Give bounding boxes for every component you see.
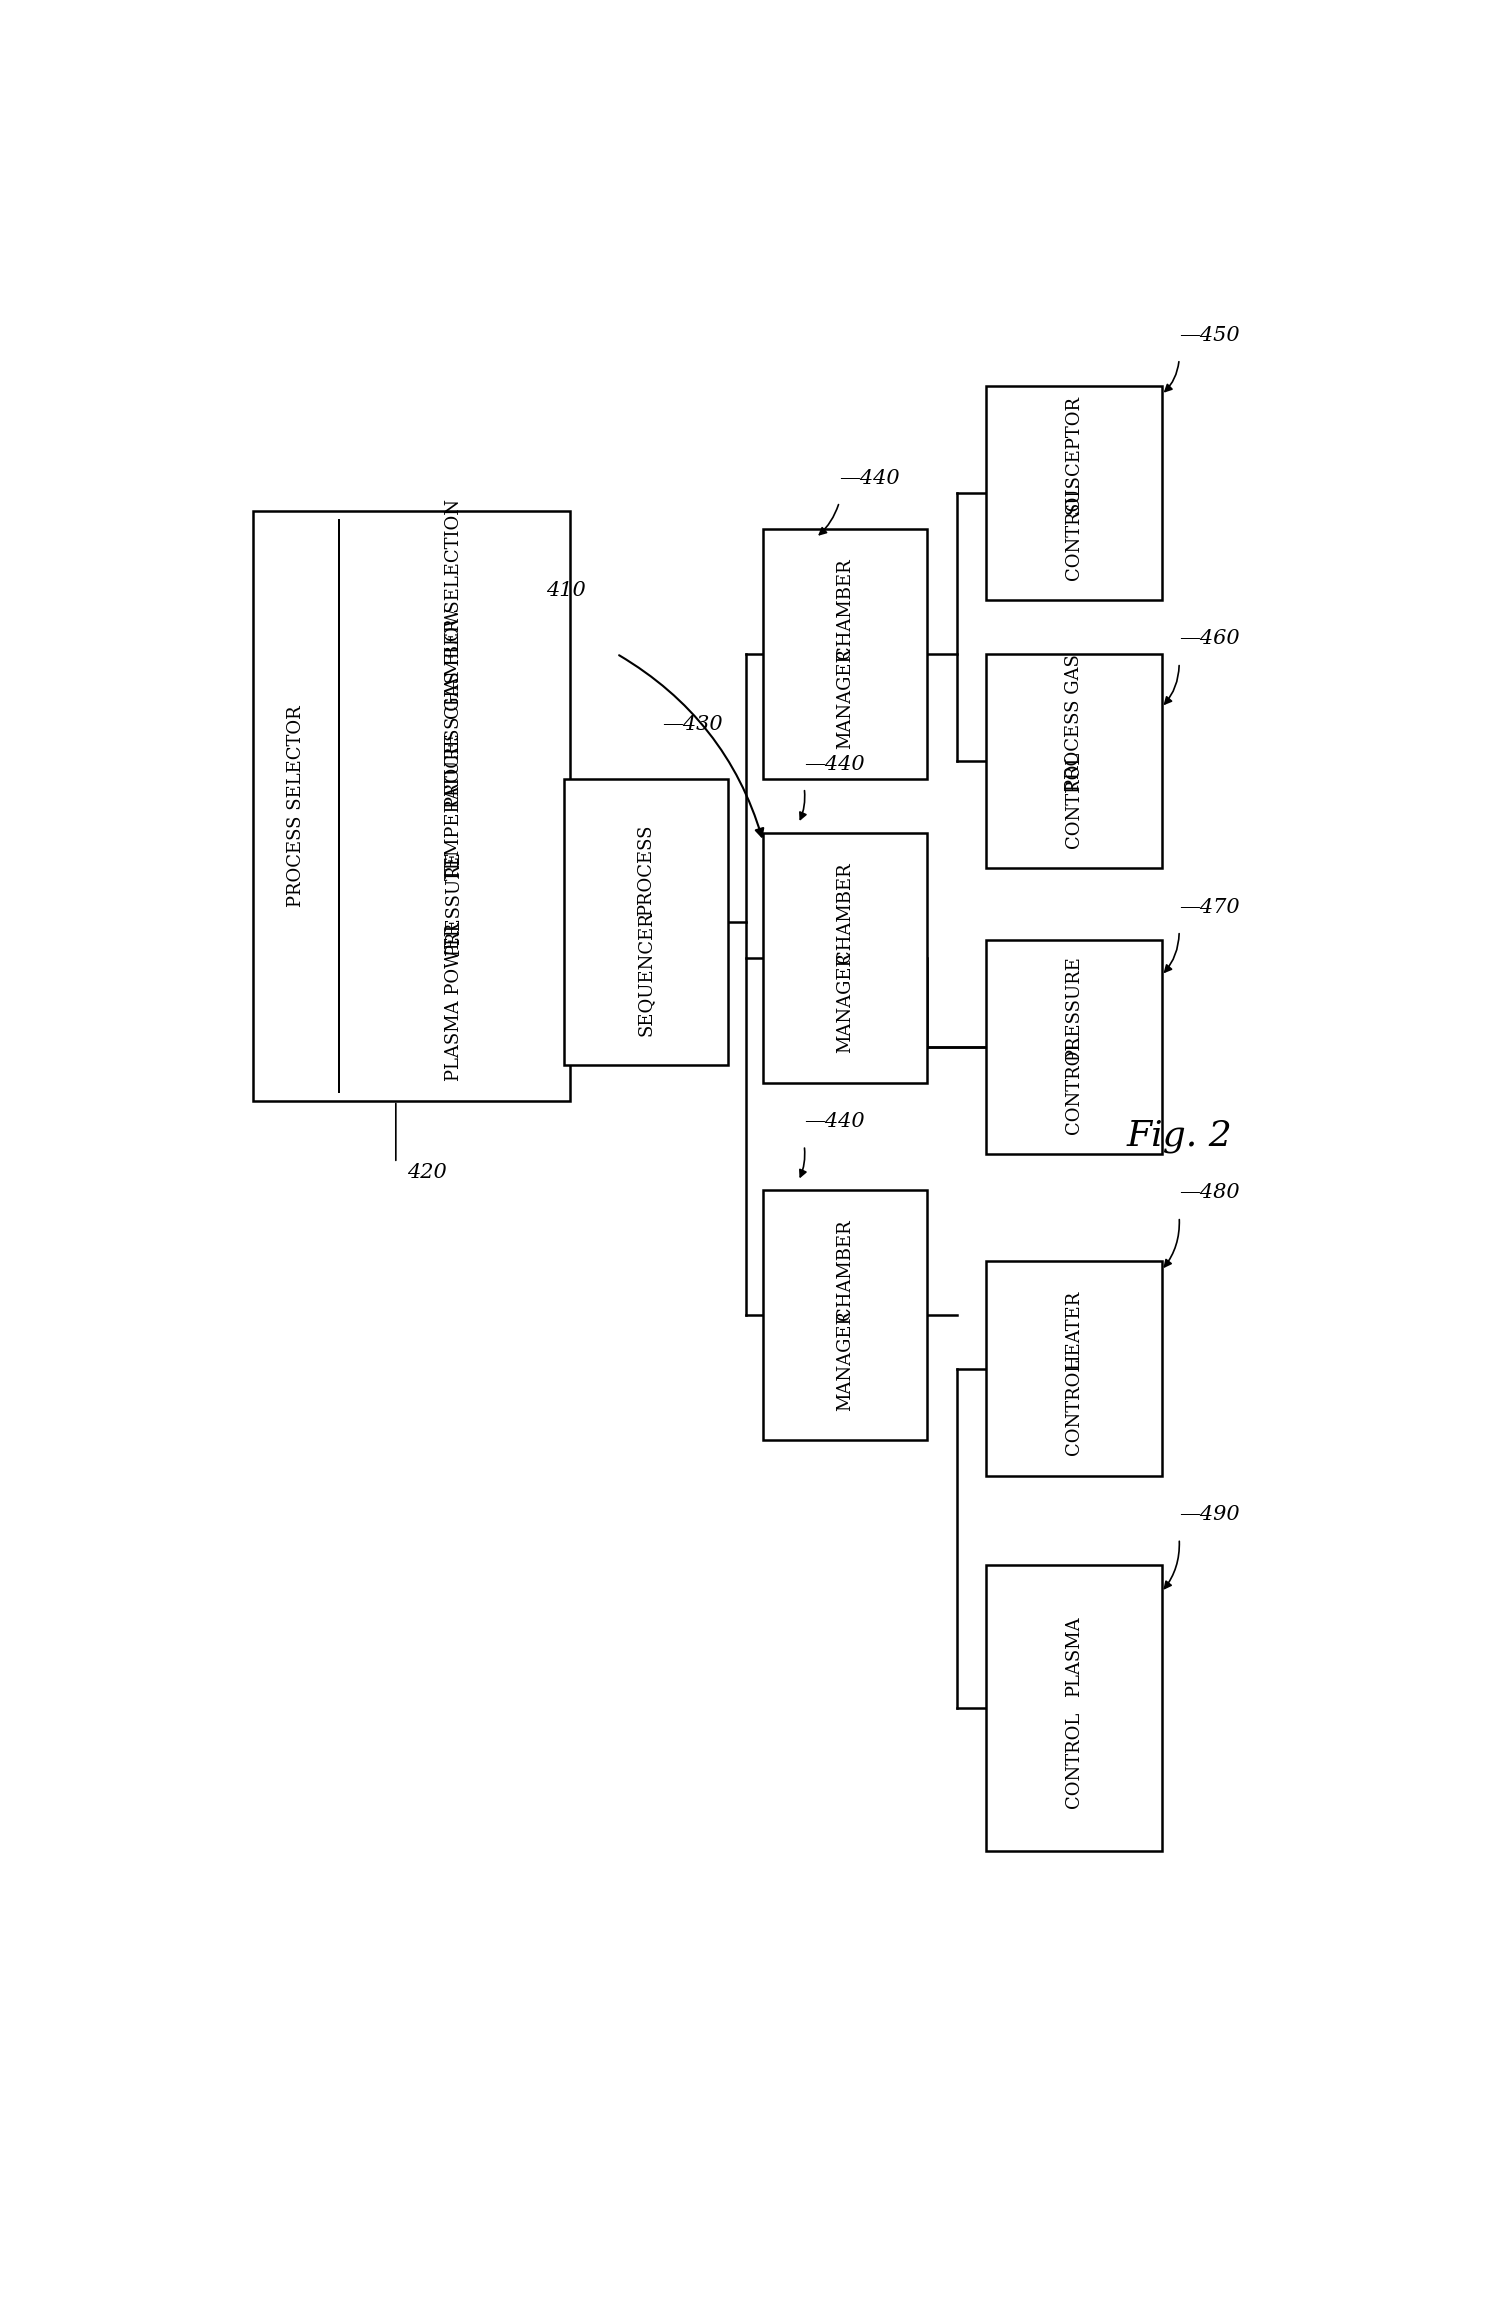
Bar: [986, 940, 1161, 1154]
Bar: [986, 1263, 1161, 1476]
Text: —490: —490: [1179, 1506, 1240, 1525]
Text: TEMPERATURE: TEMPERATURE: [446, 731, 463, 880]
Text: MANAGER: MANAGER: [836, 648, 854, 750]
Text: CONTROL: CONTROL: [1064, 1360, 1083, 1455]
Text: PLASMA: PLASMA: [1064, 1615, 1083, 1697]
Text: CONTROL: CONTROL: [1064, 752, 1083, 847]
Bar: [764, 529, 927, 780]
Text: —430: —430: [662, 715, 723, 733]
Text: CHAMBER: CHAMBER: [836, 559, 854, 659]
Bar: [986, 1564, 1161, 1852]
Text: —440: —440: [804, 1112, 865, 1130]
Bar: [986, 385, 1161, 601]
Text: —450: —450: [1179, 325, 1240, 344]
Text: HEATER: HEATER: [1064, 1290, 1083, 1369]
Text: MANAGER: MANAGER: [836, 952, 854, 1054]
Text: —440: —440: [839, 469, 900, 487]
Text: 420: 420: [408, 1163, 448, 1181]
Text: Fig. 2: Fig. 2: [1126, 1119, 1232, 1154]
Text: MANAGER: MANAGER: [836, 1309, 854, 1411]
Text: CONTROL: CONTROL: [1064, 483, 1083, 580]
Bar: [254, 511, 570, 1100]
Text: CHAMBER: CHAMBER: [836, 863, 854, 963]
Text: PLASMA POWER: PLASMA POWER: [446, 924, 463, 1082]
Bar: [986, 655, 1161, 868]
Text: —480: —480: [1179, 1184, 1240, 1202]
Text: SEQUENCER: SEQUENCER: [637, 912, 655, 1035]
Text: PRESSURE: PRESSURE: [446, 852, 463, 956]
Bar: [564, 780, 729, 1065]
Bar: [764, 833, 927, 1082]
Text: PROCESS: PROCESS: [637, 824, 655, 917]
Text: PRESSURE: PRESSURE: [1064, 956, 1083, 1061]
Bar: [764, 1191, 927, 1439]
Text: 410: 410: [546, 580, 587, 601]
Text: CONTROL: CONTROL: [1064, 1037, 1083, 1133]
Text: PROCESS GAS: PROCESS GAS: [1064, 655, 1083, 791]
Text: —440: —440: [804, 754, 865, 773]
Text: PROCESS GAS FLOW: PROCESS GAS FLOW: [446, 608, 463, 808]
Text: SUSCEPTOR: SUSCEPTOR: [1064, 395, 1083, 513]
Text: CHAMBER SELECTION: CHAMBER SELECTION: [446, 499, 463, 720]
Text: CONTROL: CONTROL: [1064, 1711, 1083, 1808]
Text: CHAMBER: CHAMBER: [836, 1221, 854, 1321]
Text: —460: —460: [1179, 629, 1240, 648]
Text: —470: —470: [1179, 898, 1240, 917]
Text: PROCESS SELECTOR: PROCESS SELECTOR: [287, 706, 305, 908]
